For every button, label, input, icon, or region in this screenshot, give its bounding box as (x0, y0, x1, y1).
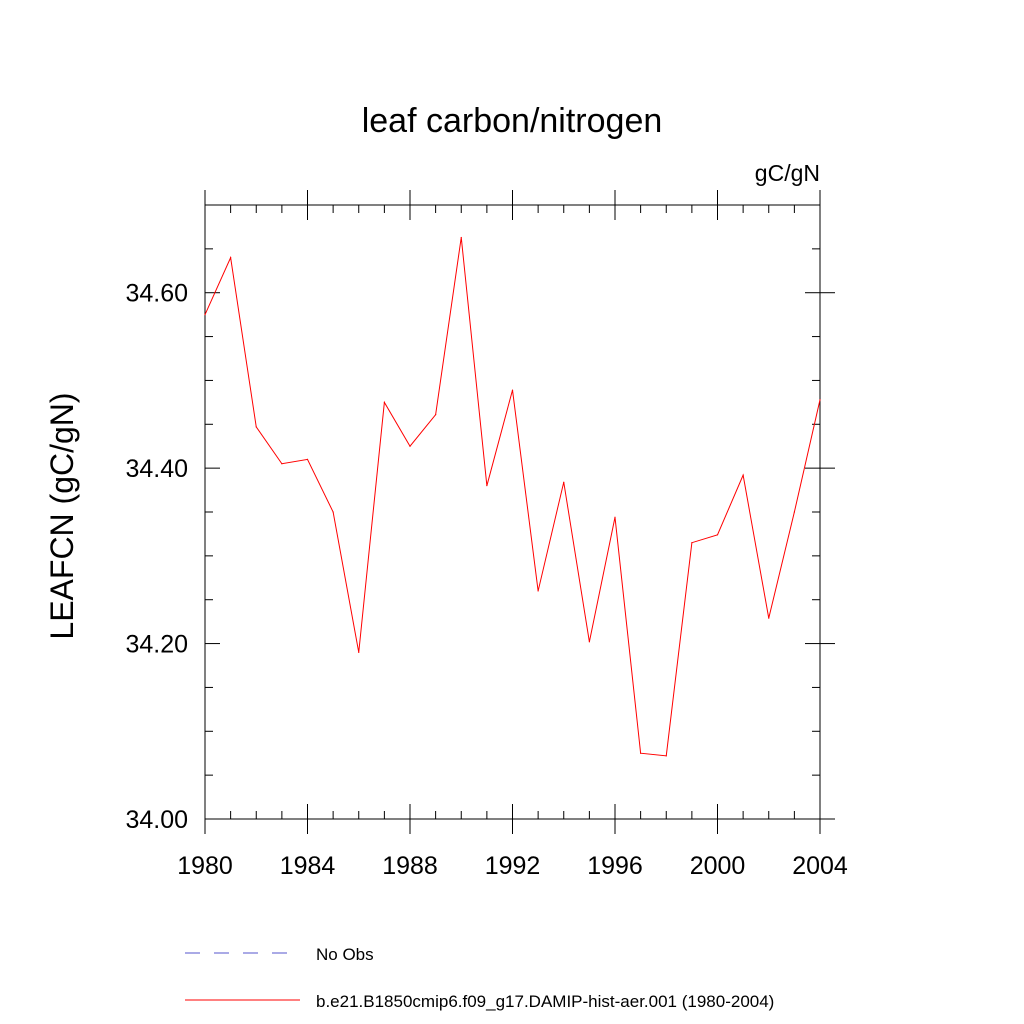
data-point (563, 481, 565, 483)
y-tick-label: 34.40 (125, 455, 188, 483)
data-point (332, 511, 334, 513)
data-point (486, 485, 488, 487)
data-point (742, 474, 744, 476)
y-tick-label: 34.00 (125, 806, 188, 834)
units-label: gC/gN (755, 160, 820, 186)
data-point (640, 752, 642, 754)
chart-title: leaf carbon/nitrogen (362, 102, 663, 140)
legend: No Obs b.e21.B1850cmip6.f09_g17.DAMIP-his… (185, 945, 774, 1011)
data-point (537, 590, 539, 592)
data-point (819, 399, 821, 401)
data-point (665, 755, 667, 757)
data-point (716, 534, 719, 536)
y-axis: 34.00 34.20 34.40 34.60 (125, 204, 835, 834)
y-tick-label: 34.20 (125, 631, 188, 659)
data-point (511, 389, 514, 391)
x-tick-label: 1988 (382, 852, 438, 880)
data-point (204, 314, 206, 316)
data-point (383, 401, 385, 403)
data-point (409, 445, 411, 447)
legend-label: No Obs (316, 945, 374, 964)
data-point (435, 414, 437, 416)
data-point (306, 458, 309, 460)
series-line-0 (204, 237, 821, 757)
x-tick-label: 2000 (690, 852, 746, 880)
x-tick-label: 1996 (587, 852, 643, 880)
data-point (588, 641, 590, 643)
data-point (793, 511, 795, 513)
data-point (281, 463, 283, 465)
data-point (230, 257, 232, 259)
x-tick-label: 1992 (485, 852, 541, 880)
data-point (358, 651, 360, 653)
x-tick-label: 2004 (792, 852, 848, 880)
data-point (255, 426, 257, 428)
series-layer (204, 236, 821, 757)
legend-label: b.e21.B1850cmip6.f09_g17.DAMIP-hist-aer.… (316, 992, 774, 1011)
y-axis-label: LEAFCN (gC/gN) (44, 392, 80, 639)
data-point (460, 236, 462, 239)
y-tick-label: 34.60 (125, 280, 188, 308)
x-axis: 1980 1984 1988 1992 1996 2000 2004 (177, 190, 848, 880)
data-point (614, 516, 616, 518)
x-tick-label: 1980 (177, 852, 233, 880)
x-tick-label: 1984 (280, 852, 336, 880)
data-point (768, 617, 770, 619)
data-point (691, 542, 693, 544)
